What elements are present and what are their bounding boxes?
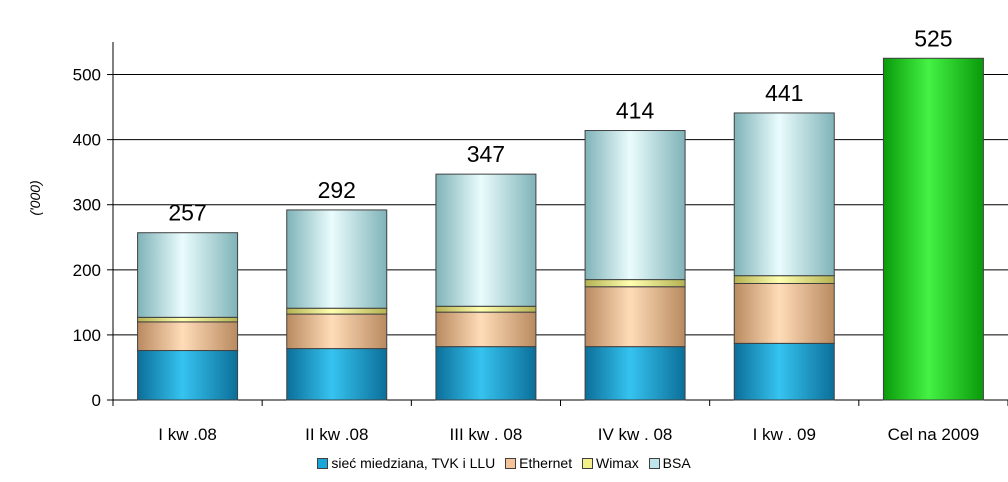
bar-segment-0 — [584, 346, 686, 401]
gridlines — [113, 74, 1008, 336]
bar-segment-3 — [584, 130, 686, 281]
legend-swatch-bsa — [648, 457, 660, 469]
bar-segment-1 — [435, 311, 537, 348]
total-label: 441 — [765, 80, 803, 106]
bar-segment-0 — [286, 348, 388, 401]
bar-segment-3 — [733, 112, 835, 277]
labels: 0 100 200 300 400 500 257 I kw .08 292 II kw .08 3… — [73, 25, 980, 444]
total-label: 257 — [168, 200, 206, 226]
y-tick-label: 200 — [73, 261, 101, 280]
bars — [137, 57, 984, 401]
legend-swatch-wimax — [581, 457, 593, 469]
legend-item-copper: sieć miedziana, TVK i LLU — [317, 455, 495, 471]
legend-label-wimax: Wimax — [595, 455, 639, 471]
bar-target — [882, 57, 984, 401]
legend-swatch-ethernet — [505, 457, 517, 469]
y-tick-label: 400 — [73, 131, 101, 150]
total-label: 525 — [914, 25, 952, 51]
total-label: 414 — [616, 98, 655, 124]
bar-segment-0 — [137, 350, 239, 401]
bar-segment-2 — [286, 307, 388, 315]
y-tick-label: 0 — [92, 391, 101, 410]
bar-segment-0 — [435, 346, 537, 401]
legend-label-bsa: BSA — [662, 455, 691, 471]
bar-segment-1 — [137, 321, 239, 352]
bar-segment-3 — [137, 232, 239, 318]
y-tick-label: 100 — [73, 326, 101, 345]
legend-item-wimax: Wimax — [581, 455, 639, 471]
legend: sieć miedziana, TVK i LLU Ethernet Wimax… — [0, 455, 1008, 472]
legend-label-ethernet: Ethernet — [519, 455, 573, 471]
bar-segment-3 — [435, 173, 537, 307]
total-label: 347 — [467, 141, 505, 167]
bar-segment-2 — [584, 279, 686, 288]
legend-item-bsa: BSA — [648, 455, 691, 471]
total-label: 292 — [318, 177, 356, 203]
bar-segment-1 — [584, 286, 686, 348]
category-label: I kw .08 — [158, 425, 217, 444]
legend-item-ethernet: Ethernet — [505, 455, 572, 471]
bar-segment-0 — [733, 342, 835, 401]
category-label: II kw .08 — [305, 425, 368, 444]
category-label: I kw . 09 — [753, 425, 816, 444]
bar-segment-2 — [435, 305, 537, 313]
bar-segment-2 — [733, 275, 835, 284]
category-label: III kw . 08 — [450, 425, 523, 444]
category-label: IV kw . 08 — [598, 425, 673, 444]
bar-segment-3 — [286, 209, 388, 309]
bar-segment-1 — [733, 282, 835, 344]
category-label: Cel na 2009 — [888, 425, 980, 444]
legend-swatch-copper — [317, 457, 329, 469]
bar-segment-2 — [137, 316, 239, 323]
y-tick-label: 500 — [73, 66, 101, 85]
bar-segment-1 — [286, 313, 388, 350]
legend-label-copper: sieć miedziana, TVK i LLU — [331, 455, 496, 471]
y-axis-label: ('000) — [27, 180, 43, 215]
y-tick-label: 300 — [73, 196, 101, 215]
axes — [107, 42, 1008, 406]
